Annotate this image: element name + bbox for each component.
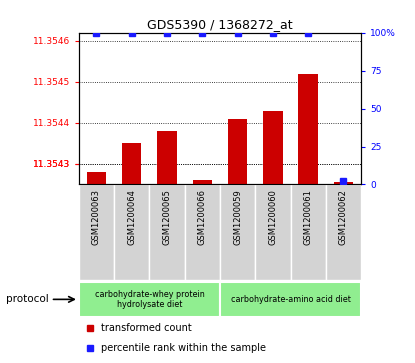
Text: GSM1200060: GSM1200060 (269, 189, 277, 245)
Bar (157, 131, 177, 184)
Bar (114, 184, 149, 280)
Text: GSM1200066: GSM1200066 (198, 189, 207, 245)
Text: GSM1200063: GSM1200063 (92, 189, 101, 245)
Text: percentile rank within the sample: percentile rank within the sample (101, 343, 266, 353)
Bar (220, 282, 361, 317)
Bar (122, 143, 142, 184)
Title: GDS5390 / 1368272_at: GDS5390 / 1368272_at (147, 19, 293, 32)
Bar (255, 184, 290, 280)
Bar (326, 184, 361, 280)
Text: carbohydrate-whey protein
hydrolysate diet: carbohydrate-whey protein hydrolysate di… (95, 290, 204, 309)
Text: transformed count: transformed count (101, 323, 192, 333)
Bar (220, 184, 255, 280)
Text: GSM1200059: GSM1200059 (233, 189, 242, 245)
Text: GSM1200062: GSM1200062 (339, 189, 348, 245)
Text: protocol: protocol (6, 294, 49, 304)
Bar (79, 282, 220, 317)
Bar (193, 180, 212, 184)
Bar (334, 182, 353, 184)
Text: carbohydrate-amino acid diet: carbohydrate-amino acid diet (231, 295, 350, 304)
Text: GSM1200061: GSM1200061 (304, 189, 312, 245)
Bar (79, 184, 114, 280)
Bar (298, 74, 318, 184)
Text: GSM1200064: GSM1200064 (127, 189, 136, 245)
Bar (290, 184, 326, 280)
Bar (228, 119, 247, 184)
Bar (149, 184, 185, 280)
Text: GSM1200065: GSM1200065 (163, 189, 171, 245)
Bar (87, 172, 106, 184)
Bar (185, 184, 220, 280)
Bar (263, 111, 283, 184)
